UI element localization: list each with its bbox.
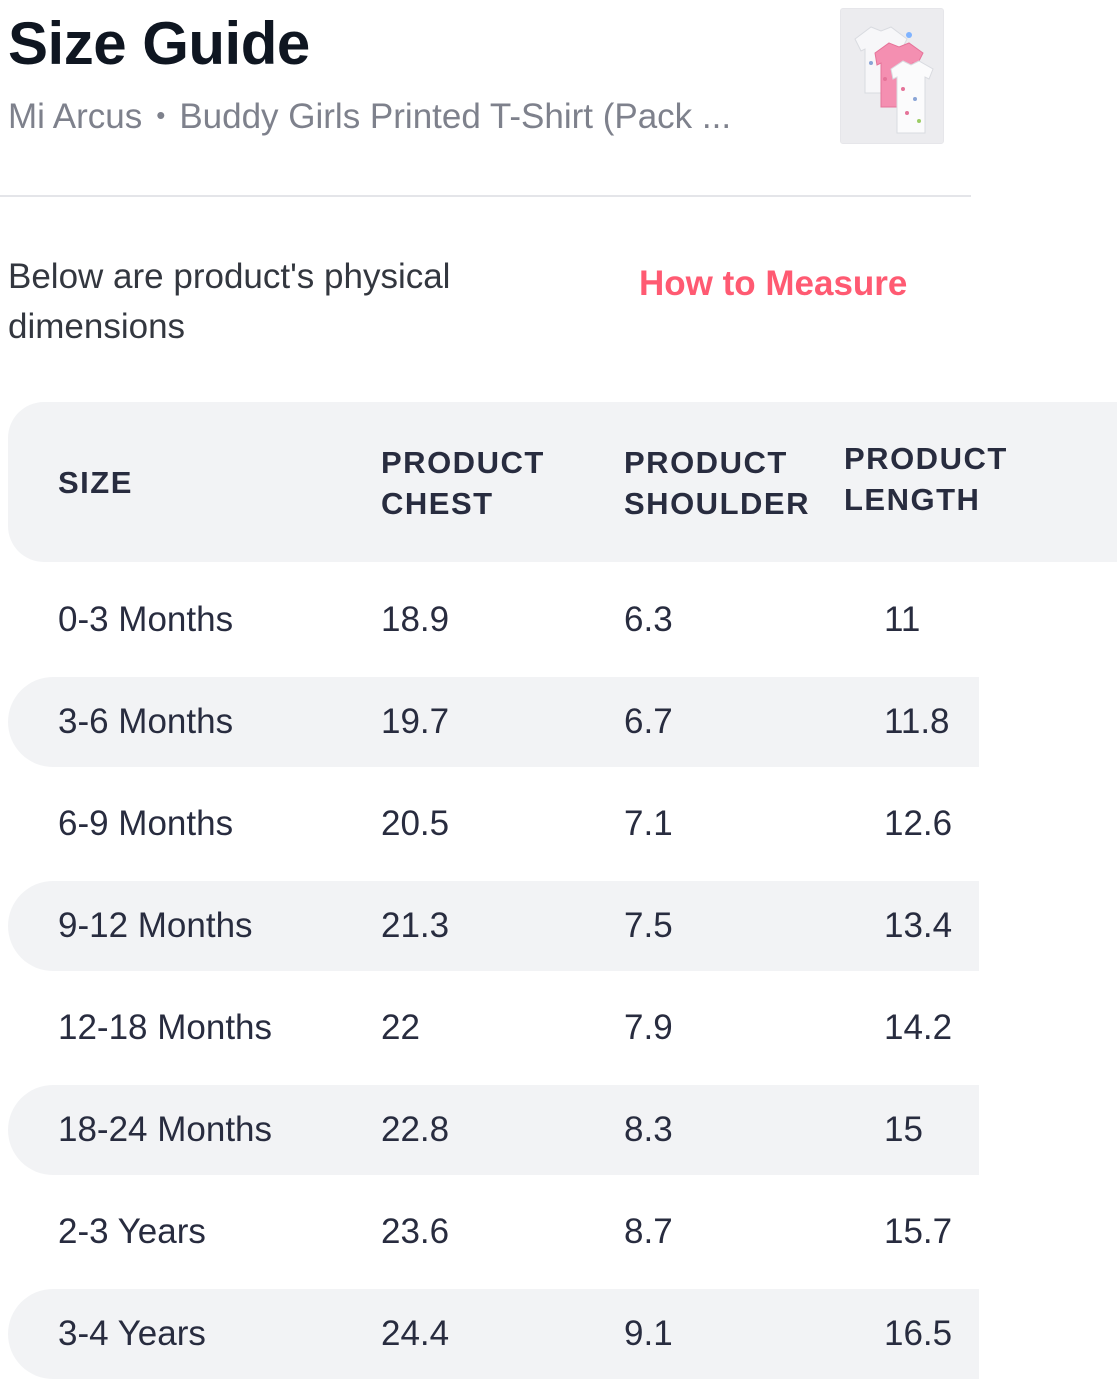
- cell-shoulder: 8.3: [624, 1110, 673, 1149]
- header-product-chest: PRODUCT CHEST: [381, 442, 545, 524]
- dimensions-description: Below are product's physical dimensions: [8, 257, 451, 346]
- cell-shoulder: 7.9: [624, 1008, 673, 1047]
- cell-shoulder: 9.1: [624, 1314, 673, 1353]
- cell-length: 11.8: [884, 702, 950, 741]
- separator-dot: •: [156, 100, 166, 130]
- cell-shoulder: 6.7: [624, 702, 673, 741]
- header-size: SIZE: [58, 465, 133, 500]
- table-row: 9-12 Months 21.3 7.5 13.4: [8, 881, 979, 971]
- product-thumbnail[interactable]: [840, 8, 944, 144]
- cell-shoulder: 7.5: [624, 906, 673, 945]
- cell-chest: 23.6: [381, 1212, 450, 1251]
- cell-size: 2-3 Years: [58, 1212, 206, 1251]
- header-length-line2: LENGTH: [844, 482, 981, 517]
- cell-chest: 24.4: [381, 1314, 450, 1353]
- header-chest-line2: CHEST: [381, 486, 494, 521]
- cell-length: 11: [884, 600, 921, 639]
- cell-length: 13.4: [884, 906, 953, 945]
- header-length-line1: PRODUCT: [844, 441, 1008, 476]
- cell-length: 15.7: [884, 1212, 953, 1251]
- cell-length: 16.5: [884, 1314, 953, 1353]
- cell-chest: 18.9: [381, 600, 450, 639]
- cell-size: 12-18 Months: [58, 1008, 273, 1047]
- cell-chest: 19.7: [381, 702, 450, 741]
- table-row: 3-4 Years 24.4 9.1 16.5: [8, 1289, 979, 1379]
- cell-size: 9-12 Months: [58, 906, 253, 945]
- cell-shoulder: 6.3: [624, 600, 673, 639]
- header-divider: [0, 195, 971, 197]
- product-subtitle: Mi Arcus • Buddy Girls Printed T-Shirt (Pa…: [8, 94, 731, 138]
- cell-length: 15: [884, 1110, 923, 1149]
- cell-size: 18-24 Months: [58, 1110, 273, 1149]
- cell-size: 3-4 Years: [58, 1314, 206, 1353]
- table-row: 2-3 Years 23.6 8.7 15.7: [8, 1187, 979, 1277]
- table-header: SIZE PRODUCT CHEST PRODUCT SHOULDER PROD…: [8, 402, 1117, 562]
- header-shoulder-line1: PRODUCT: [624, 445, 788, 480]
- cell-length: 14.2: [884, 1008, 953, 1047]
- cell-size: 6-9 Months: [58, 804, 234, 843]
- table-row: 0-3 Months 18.9 6.3 11: [8, 575, 979, 665]
- header-product-shoulder: PRODUCT SHOULDER: [624, 442, 810, 524]
- table-row: 18-24 Months 22.8 8.3 15: [8, 1085, 979, 1175]
- cell-chest: 20.5: [381, 804, 450, 843]
- cell-chest: 21.3: [381, 906, 450, 945]
- header-shoulder-line2: SHOULDER: [624, 486, 810, 521]
- table-row: 3-6 Months 19.7 6.7 11.8: [8, 677, 979, 767]
- tshirt-pack-icon: [841, 9, 943, 143]
- product-name: Buddy Girls Printed T-Shirt (Pack ...: [179, 97, 732, 136]
- table-row: 6-9 Months 20.5 7.1 12.6: [8, 779, 979, 869]
- cell-shoulder: 8.7: [624, 1212, 673, 1251]
- cell-length: 12.6: [884, 804, 953, 843]
- cell-shoulder: 7.1: [624, 804, 673, 843]
- how-to-measure-link[interactable]: How to Measure: [639, 264, 908, 303]
- header-chest-line1: PRODUCT: [381, 445, 545, 480]
- cell-size: 0-3 Months: [58, 600, 234, 639]
- cell-chest: 22: [381, 1008, 420, 1047]
- page-title: Size Guide: [8, 10, 310, 77]
- cell-chest: 22.8: [381, 1110, 450, 1149]
- brand-name: Mi Arcus: [8, 97, 143, 136]
- table-row: 12-18 Months 22 7.9 14.2: [8, 983, 979, 1073]
- header-product-length: PRODUCT LENGTH: [844, 438, 1008, 520]
- cell-size: 3-6 Months: [58, 702, 234, 741]
